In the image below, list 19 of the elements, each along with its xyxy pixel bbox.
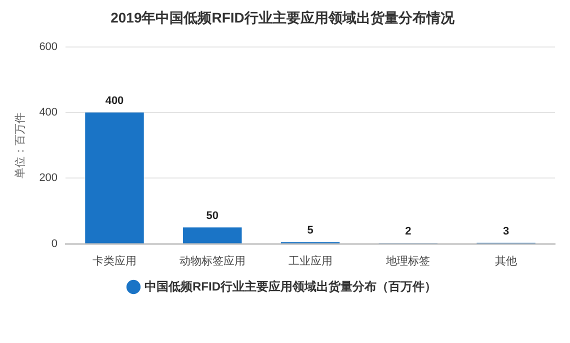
bar [183,227,242,244]
data-label: 5 [307,224,314,237]
x-tick-label: 其他 [495,254,518,268]
x-tick-label: 动物标签应用 [179,254,246,268]
data-label: 400 [105,95,124,107]
x-tick-label: 地理标签 [385,254,430,268]
y-tick-label: 600 [39,40,58,53]
x-tick-label: 工业应用 [288,254,332,268]
data-label: 2 [405,226,412,238]
chart-title: 2019年中国低频RFID行业主要应用领域出货量分布情况 [110,9,456,26]
legend-label: 中国低频RFID行业主要应用领域出货量分布（百万件） [144,279,436,294]
x-tick-label: 卡类应用 [92,254,136,268]
y-axis-title: 单位：百万件 [14,112,27,178]
y-tick-label: 400 [39,106,58,118]
data-label: 50 [206,210,219,222]
y-tick-label: 200 [39,172,58,184]
y-tick-label: 0 [51,238,58,250]
data-label: 3 [502,225,510,238]
bar [85,112,144,244]
